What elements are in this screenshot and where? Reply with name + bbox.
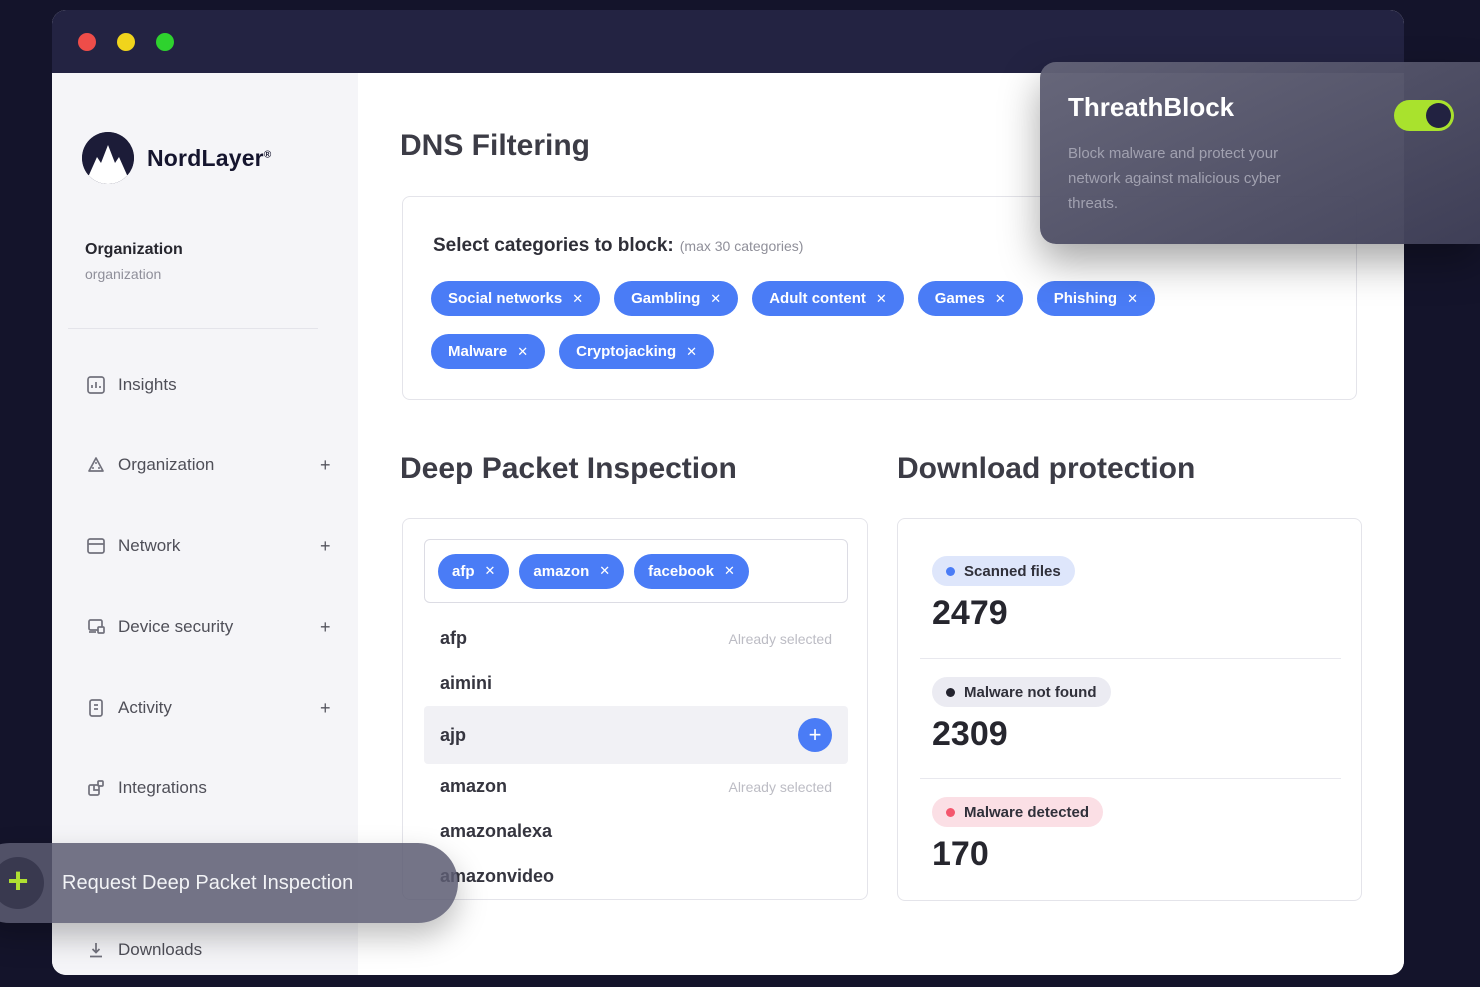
organization-switcher[interactable]: Organization organization — [85, 241, 183, 282]
list-item[interactable]: amazonvideo — [440, 866, 555, 886]
dpi-selected-input[interactable]: afp ✕ amazon ✕ facebook ✕ — [424, 539, 848, 603]
stat-value: 170 — [932, 835, 989, 873]
app-window: NordLayer® Organization organization Ins… — [52, 10, 1404, 975]
plus-icon: + — [7, 860, 29, 901]
dns-filtering-title: DNS Filtering — [400, 129, 591, 162]
category-chip[interactable]: Adult content ✕ — [752, 281, 904, 316]
remove-icon[interactable]: ✕ — [572, 290, 584, 306]
category-chips-row-1: Social networks ✕ Gambling ✕ Adult content… — [431, 281, 1155, 316]
device-security-icon — [85, 616, 107, 638]
main-content: DNS Filtering Select categories to block… — [358, 73, 1404, 975]
brand-name: NordLayer® — [147, 144, 272, 171]
minimize-window-button[interactable] — [117, 32, 135, 51]
plus-circle: + — [0, 857, 44, 909]
stat-malware-detected: Malware detected 170 — [932, 797, 1104, 874]
sidebar-item-downloads[interactable]: Downloads — [52, 930, 358, 970]
expand-icon[interactable]: + — [320, 697, 331, 718]
organization-slug: organization — [85, 266, 162, 282]
already-selected-label: Already selected — [728, 778, 832, 795]
remove-icon[interactable]: ✕ — [517, 343, 529, 359]
downloads-icon — [85, 939, 107, 961]
category-chip[interactable]: Games ✕ — [917, 281, 1023, 316]
remove-icon[interactable]: ✕ — [599, 563, 611, 578]
list-item[interactable]: afp Already selected — [440, 628, 832, 648]
download-protection-card: Scanned files 2479 Malware not found 230… — [897, 518, 1362, 901]
stat-divider — [920, 778, 1341, 779]
blue-dot-icon — [946, 566, 955, 576]
dpi-title: Deep Packet Inspection — [400, 452, 737, 485]
add-protocol-button[interactable]: + — [798, 718, 832, 752]
sidebar-item-insights[interactable]: Insights — [52, 365, 358, 405]
dpi-card: afp ✕ amazon ✕ facebook ✕ afp Already selec… — [402, 518, 868, 900]
threatblock-toggle[interactable] — [1394, 100, 1454, 131]
remove-icon[interactable]: ✕ — [1127, 290, 1138, 306]
stat-value: 2479 — [932, 594, 1008, 632]
category-chip[interactable]: Gambling ✕ — [614, 281, 739, 316]
request-dpi-button[interactable]: + Request Deep Packet Inspection — [0, 843, 458, 923]
remove-icon[interactable]: ✕ — [875, 290, 887, 306]
remove-icon[interactable]: ✕ — [724, 563, 735, 578]
expand-icon[interactable]: + — [320, 616, 331, 637]
category-chip[interactable]: Malware ✕ — [431, 334, 546, 369]
integrations-icon — [85, 777, 107, 799]
category-chip[interactable]: Phishing ✕ — [1036, 281, 1155, 316]
maximize-window-button[interactable] — [156, 32, 174, 51]
stat-value: 2309 — [932, 715, 1008, 753]
dpi-chip[interactable]: facebook ✕ — [634, 553, 749, 589]
select-categories-label: Select categories to block: (max 30 categ… — [433, 235, 804, 256]
close-window-button[interactable] — [78, 32, 96, 51]
sidebar-divider — [68, 328, 318, 329]
organization-name: Organization — [85, 241, 183, 258]
stat-scanned-files: Scanned files 2479 — [932, 556, 1075, 633]
status-badge: Malware not found — [932, 677, 1111, 707]
stat-malware-not-found: Malware not found 2309 — [932, 677, 1111, 754]
network-icon — [85, 535, 107, 557]
list-item[interactable]: amazon Already selected — [440, 776, 832, 796]
status-badge: Malware detected — [932, 797, 1104, 827]
dark-dot-icon — [946, 687, 955, 697]
dpi-protocol-list: afp Already selected aimini ajp + amazon — [424, 616, 848, 899]
organization-icon — [85, 454, 107, 476]
sidebar-item-activity[interactable]: Activity + — [52, 688, 358, 728]
registered-mark: ® — [263, 148, 272, 160]
sidebar-item-organization[interactable]: Organization + — [52, 445, 358, 485]
nordlayer-logo-icon — [82, 132, 134, 184]
threatblock-title: ThreathBlock — [1068, 92, 1235, 122]
remove-icon[interactable]: ✕ — [686, 343, 698, 359]
list-item[interactable]: aimini — [440, 673, 493, 693]
list-item[interactable]: amazonalexa — [440, 821, 553, 841]
sidebar-item-network[interactable]: Network + — [52, 526, 358, 566]
remove-icon[interactable]: ✕ — [994, 290, 1006, 306]
threatblock-description: Block malware and protect your network a… — [1068, 145, 1281, 212]
category-chips-row-2: Malware ✕ Cryptojacking ✕ — [431, 334, 715, 369]
sidebar-item-device-security[interactable]: Device security + — [52, 607, 358, 647]
max-categories-hint: (max 30 categories) — [679, 238, 804, 254]
activity-icon — [85, 697, 107, 719]
sidebar-item-integrations[interactable]: Integrations — [52, 768, 358, 808]
category-chip[interactable]: Cryptojacking ✕ — [559, 334, 715, 369]
dpi-chip[interactable]: amazon ✕ — [519, 553, 625, 589]
already-selected-label: Already selected — [728, 630, 832, 647]
insights-icon — [85, 374, 107, 396]
red-dot-icon — [946, 807, 955, 817]
remove-icon[interactable]: ✕ — [710, 290, 722, 306]
status-badge: Scanned files — [932, 556, 1075, 586]
category-chip[interactable]: Social networks ✕ — [431, 281, 601, 316]
request-dpi-label: Request Deep Packet Inspection — [62, 871, 354, 894]
remove-icon[interactable]: ✕ — [484, 563, 496, 578]
expand-icon[interactable]: + — [320, 535, 331, 556]
stat-divider — [920, 658, 1341, 659]
expand-icon[interactable]: + — [320, 454, 331, 475]
toggle-knob — [1426, 103, 1451, 128]
download-protection-title: Download protection — [897, 452, 1196, 485]
dpi-chip[interactable]: afp ✕ — [438, 553, 510, 589]
brand: NordLayer® — [82, 132, 271, 184]
sidebar: NordLayer® Organization organization Ins… — [52, 73, 358, 975]
threatblock-tooltip: ThreathBlock Block malware and protect y… — [1040, 62, 1480, 244]
list-item-hovered[interactable]: ajp + — [424, 706, 848, 764]
